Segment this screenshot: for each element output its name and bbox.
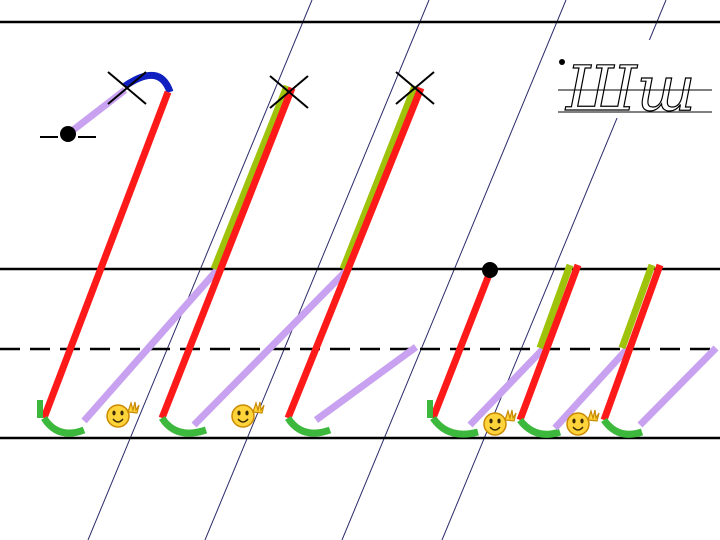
small-up-connector-1 [467,345,547,428]
small-letter-sha [427,263,719,438]
waving-smiley-icon [231,400,265,428]
down-stroke-1 [40,90,172,420]
sample-cursive-text: Шш [565,52,695,125]
small-retrace-2 [536,263,574,350]
small-retrace-3 [618,263,656,350]
small-down-stroke-1 [429,270,494,420]
cross-marks [107,71,435,109]
down-stroke-2 [158,86,296,420]
start-dot-icon [40,126,96,142]
cross-mark-icon [395,71,435,105]
exit-connector [313,344,419,423]
small-up-connector-2 [552,345,631,431]
start-dots [40,126,498,278]
cross-mark-icon [269,75,309,109]
waving-smiley-icon [106,400,140,428]
base-curve-1 [41,415,86,437]
small-base-curve-3 [601,417,644,438]
waving-smiley-icon [566,408,600,436]
sample-cursive-letters: Шш [555,40,713,126]
base-curve-3 [285,415,332,437]
small-down-stroke-2 [516,263,582,422]
retrace-stroke-2 [210,84,291,271]
up-connector-1 [81,266,221,424]
start-dot-icon [482,262,498,278]
praise-smileys [106,400,600,436]
small-down-stroke-3 [600,263,664,422]
waving-smiley-icon [483,408,517,436]
small-exit-connector [637,345,719,428]
start-dot-icon [559,59,565,65]
retrace-stroke-3 [339,84,419,271]
top-hook-stroke [123,71,174,94]
base-curve-2 [159,415,208,437]
cross-mark-icon [107,71,147,105]
capital-letter-sha [37,71,425,437]
ruling-lines [0,20,720,440]
small-base-curve-2 [517,417,562,438]
up-connector-2 [191,266,351,428]
down-stroke-3 [284,86,425,420]
small-base-curve-1 [430,415,479,438]
